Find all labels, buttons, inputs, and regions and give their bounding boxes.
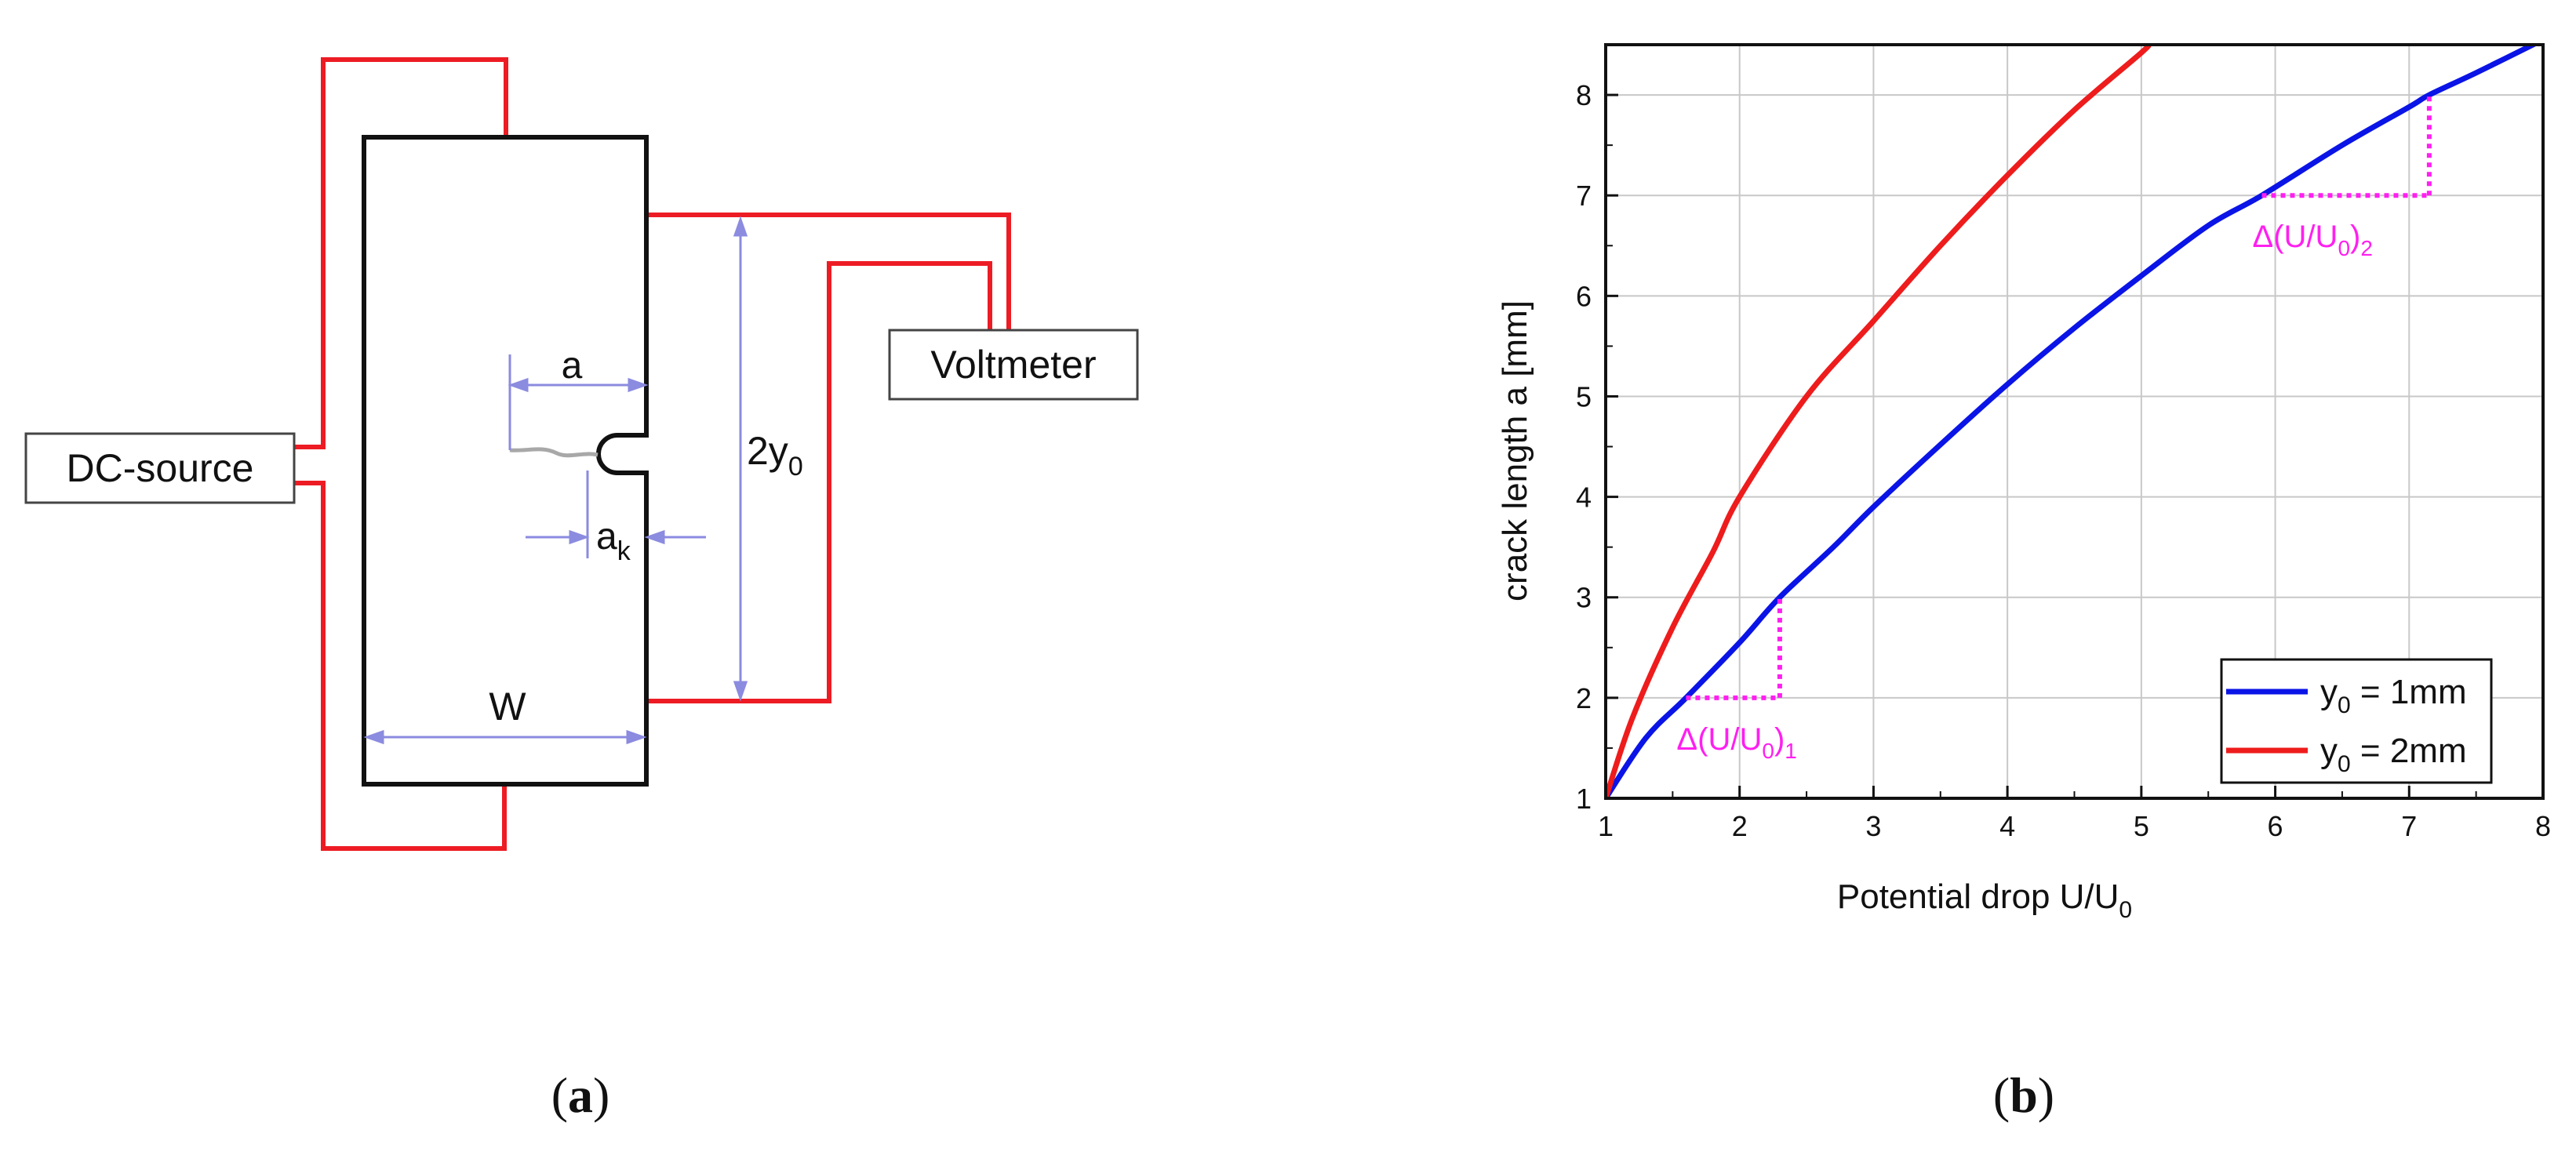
dc-source-box: DC-source	[24, 432, 296, 504]
x-tick-label: 3	[1865, 810, 1881, 842]
delta-label-2: Δ(U/U0)2	[2253, 220, 2373, 260]
series-line-red	[1606, 45, 2152, 798]
delta-annotations: Δ(U/U0)1 Δ(U/U0)2	[1676, 95, 2432, 763]
x-tick-label: 6	[2268, 810, 2283, 842]
y-tick-label: 7	[1576, 180, 1592, 212]
x-tick-label: 2	[1732, 810, 1748, 842]
specimen-outline	[362, 135, 649, 787]
y-tick-label: 6	[1576, 280, 1592, 312]
legend-entry-red: y0 = 2mm	[2320, 732, 2467, 777]
y-tick-label: 2	[1576, 682, 1592, 714]
panel-a-schematic: a ak 2y0 W DC-source	[24, 57, 1139, 1123]
y-axis-label: crack length a [mm]	[1496, 300, 1534, 601]
x-tick-label: 7	[2401, 810, 2417, 842]
current-wires	[294, 57, 508, 851]
y-tick-label: 3	[1576, 582, 1592, 614]
x-tick-label: 5	[2134, 810, 2149, 842]
x-tick-label: 1	[1598, 810, 1614, 842]
x-tick-label: 4	[1999, 810, 2015, 842]
dimension-notch-depth	[526, 471, 706, 558]
series-line-blue	[1606, 45, 2539, 798]
voltage-wire-lower	[646, 261, 992, 703]
voltage-wires	[646, 213, 1011, 703]
notch-depth-label: ak	[596, 516, 631, 566]
delta-label-1: Δ(U/U0)1	[1676, 722, 1796, 763]
dimension-probe-spacing	[733, 216, 748, 702]
width-label: W	[489, 685, 526, 729]
legend: y0 = 1mm y0 = 2mm	[2220, 658, 2493, 784]
crack-length-label: a	[562, 345, 583, 387]
dimension-crack-length	[508, 354, 649, 450]
series-lines	[1606, 45, 2539, 798]
voltmeter-label: Voltmeter	[930, 343, 1096, 387]
voltage-wire-upper	[646, 213, 1011, 330]
y-tick-label: 8	[1576, 79, 1592, 111]
probe-spacing-label: 2y0	[747, 429, 803, 481]
axis-ticks: 1 2 3 4 5 6 7 8 1 2 3 4 5 6 7 8	[1576, 79, 2551, 842]
y-tick-label: 5	[1576, 380, 1592, 412]
legend-entry-blue: y0 = 1mm	[2320, 673, 2467, 718]
panel-b-chart: Δ(U/U0)1 Δ(U/U0)2 1 2 3 4 5 6 7 8 1 2 3 4 5 6 7 8 Potent…	[1496, 43, 2551, 1123]
x-tick-label: 8	[2535, 810, 2551, 842]
current-wire-bottom	[294, 481, 507, 851]
dimension-width	[363, 729, 647, 745]
voltmeter-box: Voltmeter	[888, 329, 1139, 401]
legend-box	[2220, 658, 2493, 784]
crack-path	[509, 447, 599, 458]
x-axis-label: Potential drop U/U0	[1837, 878, 2132, 923]
y-tick-label: 1	[1576, 783, 1592, 815]
panel-b-caption: (b)	[1993, 1067, 2054, 1123]
panel-a-caption: (a)	[551, 1067, 610, 1123]
current-wire-top	[294, 57, 508, 449]
y-tick-label: 4	[1576, 481, 1592, 514]
dc-source-label: DC-source	[67, 446, 254, 490]
